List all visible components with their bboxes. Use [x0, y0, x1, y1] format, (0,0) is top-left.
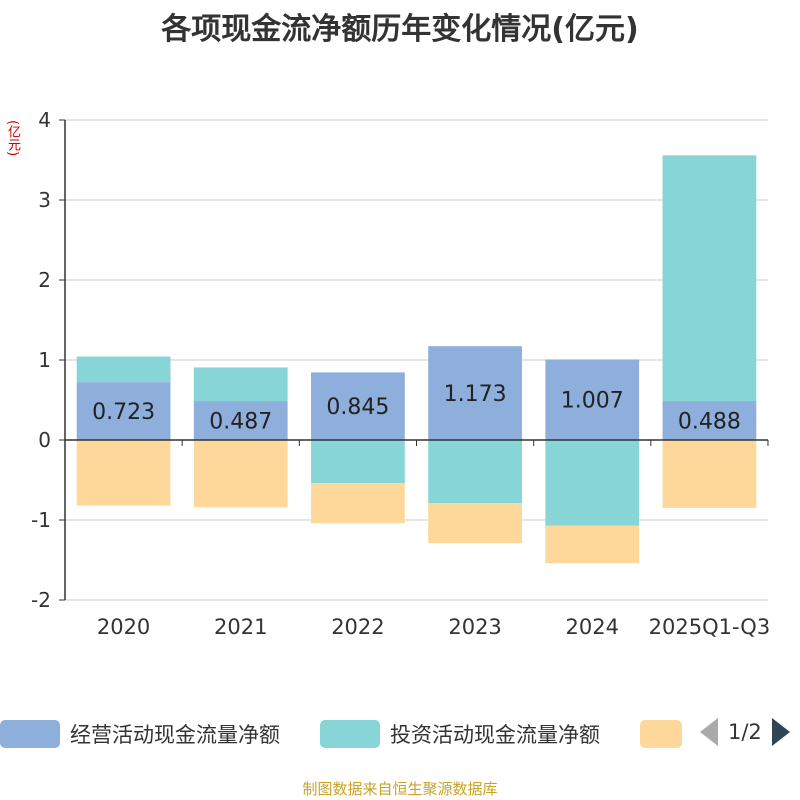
- bar-1-2025Q1-Q3: [662, 155, 757, 401]
- x-tick-label: 2022: [331, 615, 384, 639]
- chart-title: 各项现金流净额历年变化情况(亿元): [161, 12, 639, 47]
- data-label: 1.173: [444, 382, 507, 407]
- y-tick-label: -1: [31, 508, 51, 532]
- bar-2-2025Q1-Q3: [662, 440, 757, 508]
- legend-label: 投资活动现金流量净额: [390, 723, 600, 747]
- legend-item-operating[interactable]: 经营活动现金流量净额: [0, 712, 280, 756]
- x-tick-label: 2021: [214, 615, 267, 639]
- y-tick-label: 1: [38, 348, 51, 372]
- legend-item-investing[interactable]: 投资活动现金流量净额: [320, 712, 600, 756]
- x-tick-label: 2023: [448, 615, 501, 639]
- bar-2-2020: [76, 440, 171, 506]
- legend-label: 经营活动现金流量净额: [70, 723, 280, 747]
- data-source-note: 制图数据来自恒生聚源数据库: [302, 780, 498, 798]
- bar-0-2021: [193, 401, 288, 440]
- data-label: 0.488: [678, 409, 741, 434]
- bar-1-2023: [428, 440, 522, 504]
- pager-label: 1/2: [728, 720, 762, 744]
- y-tick-label: 4: [38, 108, 51, 132]
- y-tick-label: 3: [38, 188, 51, 212]
- legend-swatch: [320, 720, 380, 748]
- x-tick-label: 2025Q1-Q3: [649, 615, 771, 639]
- x-tick-label: 2020: [97, 615, 150, 639]
- data-label: 0.487: [209, 410, 272, 435]
- data-label: 0.723: [92, 400, 155, 425]
- bar-0-2022: [311, 372, 405, 440]
- legend-swatch: [0, 720, 60, 748]
- y-tick-label: 2: [38, 268, 51, 292]
- y-axis-label: (亿元): [5, 120, 20, 157]
- bar-1-2020: [76, 356, 171, 383]
- bar-2-2024: [545, 525, 640, 564]
- legend-swatch: [640, 720, 682, 748]
- bar-2-2022: [311, 483, 405, 524]
- x-tick-label: 2024: [566, 615, 619, 639]
- bar-2-2023: [428, 503, 522, 544]
- bar-0-2023: [428, 346, 522, 440]
- pager-prev-icon[interactable]: [700, 718, 718, 746]
- chart: -2 -1 0 1 2 3 4 0.723 0.487 0.845 1.173 1.007 0.488 2…: [31, 108, 771, 639]
- bar-2-2021: [193, 440, 288, 508]
- bar-1-2024: [545, 440, 640, 526]
- bar-1-2022: [311, 440, 405, 484]
- bar-1-2021: [193, 367, 288, 402]
- data-label: 0.845: [326, 395, 389, 420]
- bar-0-2025Q1-Q3: [662, 400, 757, 440]
- legend-item-financing[interactable]: [640, 712, 692, 756]
- legend: 经营活动现金流量净额 投资活动现金流量净额 1/2: [0, 712, 800, 756]
- bar-0-2024: [545, 359, 640, 440]
- pager-next-icon[interactable]: [771, 718, 790, 746]
- bar-0-2020: [76, 382, 171, 440]
- y-tick-label: -2: [31, 588, 51, 612]
- y-tick-label: 0: [38, 428, 51, 452]
- data-label: 1.007: [561, 389, 624, 414]
- legend-pager: 1/2: [700, 718, 790, 746]
